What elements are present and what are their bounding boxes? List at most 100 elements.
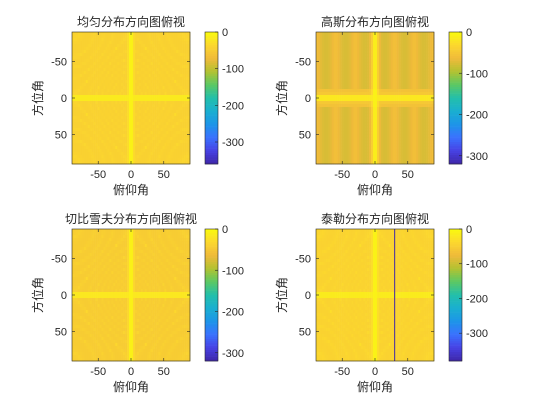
heatmap-cell (136, 134, 140, 138)
heatmap-cell (416, 134, 419, 138)
heatmap-cell (150, 116, 153, 120)
heatmap-cell (426, 80, 429, 84)
heatmap-cell (176, 158, 179, 162)
heatmap-cell (85, 32, 89, 36)
heatmap-cell (158, 50, 161, 54)
heatmap-cell (113, 50, 116, 54)
heatmap-cell (337, 125, 340, 129)
heatmap-cell (111, 161, 114, 165)
heatmap-cell (138, 155, 142, 159)
heatmap-cell (176, 86, 179, 90)
heatmap-cell (390, 38, 393, 42)
heatmap-cell (426, 32, 429, 36)
heatmap-cell (418, 128, 421, 132)
heatmap-cell (363, 44, 366, 48)
heatmap-cell (158, 131, 161, 135)
heatmap-cell (174, 50, 177, 54)
heatmap-cell (361, 71, 364, 75)
heatmap-cell (99, 101, 102, 105)
heatmap-cell (186, 56, 189, 60)
heatmap-cell (341, 107, 344, 111)
heatmap-cell (406, 110, 409, 114)
heatmap-cell (319, 113, 323, 117)
heatmap-cell (420, 110, 423, 114)
heatmap-cell (121, 98, 124, 102)
heatmap-cell (168, 104, 171, 108)
heatmap-cell (87, 95, 90, 99)
heatmap-cell (87, 107, 90, 111)
heatmap-cell (138, 113, 142, 117)
heatmap-cell (367, 41, 370, 45)
heatmap-cell (174, 158, 177, 162)
heatmap-cell (142, 47, 146, 51)
heatmap-cell (121, 101, 124, 105)
heatmap-cell (382, 95, 386, 99)
heatmap-cell (402, 59, 405, 63)
heatmap-cell (402, 140, 405, 144)
heatmap-cell (327, 119, 331, 123)
heatmap-cell (182, 95, 185, 99)
heatmap-cell (164, 107, 167, 111)
heatmap-cell (327, 107, 331, 111)
heatmap-cell (136, 53, 140, 57)
heatmap-cell (416, 68, 419, 72)
heatmap-cell (186, 149, 189, 153)
heatmap-cell (400, 59, 403, 63)
heatmap-cell (349, 128, 352, 132)
heatmap-cell (101, 38, 104, 42)
heatmap-cell (418, 116, 421, 120)
heatmap-cell (343, 140, 346, 144)
heatmap-cell (83, 140, 87, 144)
heatmap-cell (319, 35, 323, 39)
heatmap-cell (373, 95, 376, 99)
heatmap-cell (125, 62, 128, 66)
heatmap-cell (412, 101, 415, 105)
heatmap-cell (166, 83, 169, 87)
heatmap-cell (123, 152, 126, 156)
heatmap-cell (180, 101, 183, 105)
heatmap-cell (414, 107, 417, 111)
heatmap-cell (382, 98, 386, 102)
heatmap-cell (426, 122, 429, 126)
heatmap-cell (373, 71, 376, 75)
heatmap-cell (371, 131, 374, 135)
heatmap-cell (150, 32, 153, 36)
heatmap-cell (107, 32, 110, 36)
heatmap-cell (343, 119, 346, 123)
heatmap-cell (154, 137, 157, 141)
heatmap-cell (176, 149, 179, 153)
heatmap-cell (77, 134, 81, 138)
heatmap-cell (105, 56, 108, 60)
heatmap-cell (158, 104, 161, 108)
heatmap-cell (119, 155, 122, 159)
heatmap-cell (91, 131, 94, 135)
heatmap-cell (140, 107, 144, 111)
heatmap-cell (174, 32, 177, 36)
heatmap-cell (361, 122, 364, 126)
heatmap-cell (410, 83, 413, 87)
heatmap-cell (121, 44, 124, 48)
heatmap-cell (72, 65, 75, 69)
heatmap-cell (430, 62, 433, 66)
heatmap-cell (380, 119, 384, 123)
heatmap-cell (105, 125, 108, 129)
heatmap-cell (136, 65, 140, 69)
heatmap-cell (180, 32, 183, 36)
heatmap-cell (432, 65, 435, 69)
heatmap-cell (329, 56, 333, 60)
heatmap-cell (402, 86, 405, 90)
heatmap-cell (386, 95, 390, 99)
heatmap-cell (373, 107, 376, 111)
heatmap-cell (75, 86, 79, 90)
heatmap-cell (337, 131, 340, 135)
heatmap-cell (319, 59, 323, 63)
heatmap-cell (347, 59, 350, 63)
heatmap-cell (398, 38, 401, 42)
heatmap-cell (142, 137, 146, 141)
heatmap-cell (414, 89, 417, 93)
heatmap-cell (394, 119, 397, 123)
heatmap-cell (115, 146, 118, 150)
heatmap-cell (144, 74, 148, 78)
heatmap-cell (317, 35, 321, 39)
heatmap-cell (321, 119, 325, 123)
